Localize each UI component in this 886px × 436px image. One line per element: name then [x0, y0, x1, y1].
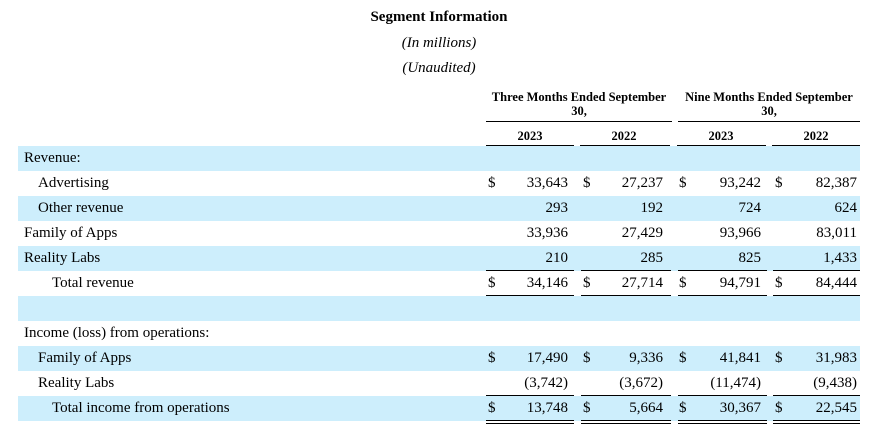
row-label: Other revenue — [38, 200, 124, 216]
row-label: Family of Apps — [24, 225, 118, 241]
cell-value: 825 — [738, 250, 762, 266]
cell-value: 82,387 — [815, 175, 857, 191]
cell-value: 192 — [640, 200, 664, 216]
cell-value: 1,433 — [823, 250, 857, 266]
cell-value: 17,490 — [526, 350, 568, 366]
row-label: Total revenue — [52, 275, 134, 291]
table-row — [18, 296, 860, 321]
cell-value: 30,367 — [719, 400, 761, 416]
nine-months-rule — [678, 121, 860, 122]
table-row: Total income from operations $13,748 $5,66… — [18, 396, 860, 424]
cell-value: 27,237 — [621, 175, 663, 191]
year-header-3: 2023 — [708, 129, 734, 143]
currency-symbol: $ — [488, 275, 496, 291]
cell-value: 27,714 — [621, 275, 663, 291]
cell-value: (11,474) — [710, 375, 761, 391]
row-label: Revenue: — [24, 150, 81, 166]
cell-value: 33,936 — [526, 225, 568, 241]
currency-symbol: $ — [583, 275, 591, 291]
subtotal-rule — [581, 270, 671, 271]
year-rule-1 — [486, 145, 574, 146]
currency-symbol: $ — [583, 175, 591, 191]
subtotal-rule — [581, 395, 671, 396]
cell-value: 5,664 — [629, 400, 663, 416]
currency-symbol: $ — [679, 275, 687, 291]
total-double-rule — [773, 420, 860, 424]
subtotal-rule — [678, 270, 767, 271]
cell-value: 94,791 — [719, 275, 761, 291]
three-months-header: Three Months Ended September 30, — [491, 90, 667, 118]
nine-months-header: Nine Months Ended September 30, — [685, 90, 853, 118]
currency-symbol: $ — [775, 175, 783, 191]
currency-symbol: $ — [775, 350, 783, 366]
cell-value: (3,742) — [524, 375, 568, 391]
row-label: Advertising — [38, 175, 109, 191]
table-row: Family of Apps 33,936 27,429 93,966 83,011 — [18, 221, 860, 246]
year-header-1: 2023 — [517, 129, 543, 143]
cell-value: 13,748 — [526, 400, 568, 416]
cell-value: 9,336 — [629, 350, 663, 366]
currency-symbol: $ — [488, 400, 496, 416]
cell-value: 93,242 — [719, 175, 761, 191]
three-months-rule — [486, 121, 672, 122]
currency-symbol: $ — [775, 275, 783, 291]
cell-value: 210 — [545, 250, 569, 266]
total-double-rule — [486, 420, 574, 424]
row-label: Reality Labs — [38, 375, 115, 391]
cell-value: 293 — [545, 200, 569, 216]
units-subtitle: (In millions) — [401, 35, 477, 51]
table-row: Revenue: — [18, 146, 860, 171]
row-label: Total income from operations — [52, 400, 230, 416]
subtotal-rule — [773, 270, 860, 271]
cell-value: 724 — [738, 200, 762, 216]
table-row: Total revenue $34,146 $27,714 $94,791 $84,44… — [18, 271, 860, 299]
cell-value: (3,672) — [619, 375, 663, 391]
cell-value: 22,545 — [815, 400, 857, 416]
cell-value: 84,444 — [815, 275, 857, 291]
subtotal-rule — [486, 270, 574, 271]
currency-symbol: $ — [679, 175, 687, 191]
cell-value: 31,983 — [815, 350, 857, 366]
row-label: Reality Labs — [24, 250, 101, 266]
year-rule-3 — [677, 145, 766, 146]
table-row: Other revenue 293 192 724 624 — [18, 196, 860, 221]
year-rule-2 — [580, 145, 670, 146]
total-double-rule — [581, 420, 671, 424]
subtotal-rule — [486, 395, 574, 396]
currency-symbol: $ — [583, 350, 591, 366]
table-row: Reality Labs (3,742) (3,672) (11,474) (9,438… — [18, 371, 860, 396]
subtotal-rule — [773, 395, 860, 396]
currency-symbol: $ — [488, 350, 496, 366]
table-row: Reality Labs 210 285 825 1,433 — [18, 246, 860, 271]
cell-value: 41,841 — [719, 350, 761, 366]
cell-value: 34,146 — [526, 275, 568, 291]
cell-value: 27,429 — [621, 225, 663, 241]
row-label: Family of Apps — [38, 350, 132, 366]
row-label: Income (loss) from operations: — [24, 325, 210, 341]
currency-symbol: $ — [679, 350, 687, 366]
year-rule-4 — [772, 145, 860, 146]
currency-symbol: $ — [679, 400, 687, 416]
cell-value: 285 — [640, 250, 664, 266]
cell-value: 83,011 — [816, 225, 857, 241]
table-title: Segment Information — [370, 9, 508, 25]
cell-value: 93,966 — [719, 225, 761, 241]
cell-value: 624 — [834, 200, 858, 216]
currency-symbol: $ — [583, 400, 591, 416]
table-row: Income (loss) from operations: — [18, 321, 860, 346]
cell-value: (9,438) — [813, 375, 857, 391]
subtotal-rule — [678, 395, 767, 396]
table-row: Family of Apps $17,490 $9,336 $41,841 $31,98… — [18, 346, 860, 371]
year-header-2: 2022 — [611, 129, 637, 143]
total-double-rule — [678, 420, 767, 424]
cell-value: 33,643 — [526, 175, 568, 191]
audit-subtitle: (Unaudited) — [402, 60, 476, 76]
table-row: Advertising $33,643 $27,237 $93,242 $82,387 — [18, 171, 860, 196]
currency-symbol: $ — [775, 400, 783, 416]
currency-symbol: $ — [488, 175, 496, 191]
year-header-4: 2022 — [803, 129, 829, 143]
